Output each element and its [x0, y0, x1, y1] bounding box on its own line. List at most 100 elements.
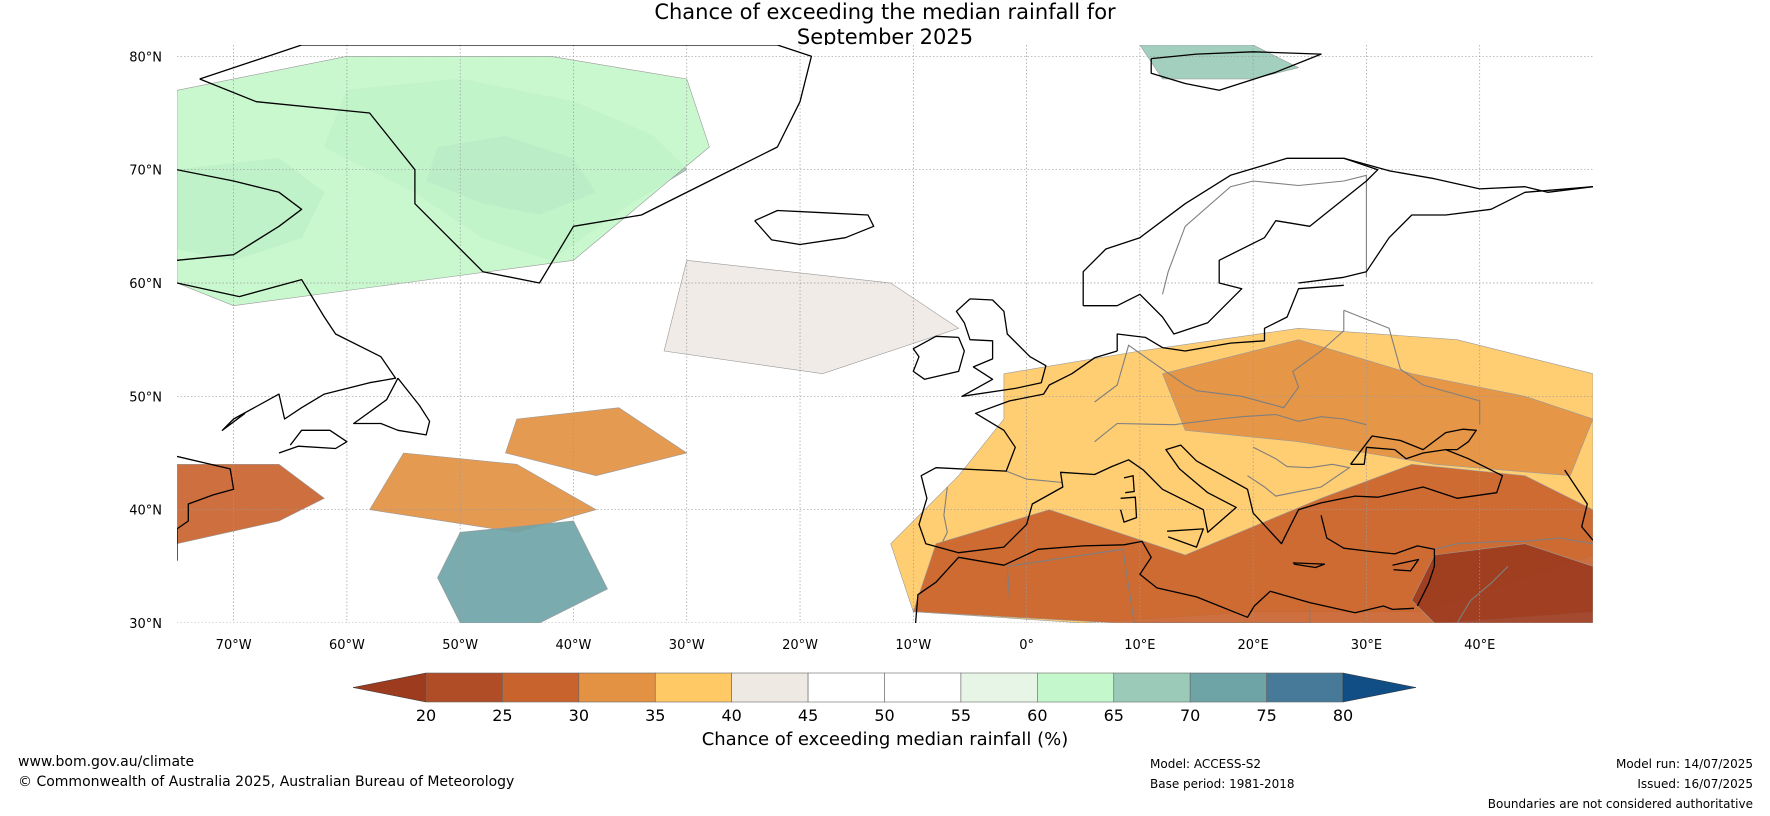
- lon-tick-label: 30°W: [669, 638, 705, 653]
- lon-tick-label: 10°E: [1124, 638, 1155, 653]
- footer-disclaimer: Boundaries are not considered authoritat…: [1487, 797, 1753, 811]
- border-eu-borders-3: [1247, 446, 1351, 497]
- colorbar-segment: [1266, 672, 1344, 703]
- coastline-north-africa: [914, 540, 1415, 623]
- coastline-us-coast: [177, 455, 235, 561]
- border-scand-borders: [1161, 174, 1367, 295]
- coastline-arctic-russia: [1343, 157, 1593, 193]
- colorbar-tick-label: 25: [492, 706, 512, 725]
- coastline-cyprus: [1392, 558, 1420, 572]
- colorbar-tick-label: 20: [416, 706, 436, 725]
- colorbar-segment: [502, 672, 580, 703]
- border-eu-borders-2: [1094, 310, 1345, 409]
- colorbar-tick-label: 70: [1180, 706, 1200, 725]
- axis-ticks: 80°N 70°N 60°N 50°N 40°N 30°N 70°W 60°W 50°W 40°W…: [129, 50, 1495, 653]
- border-eu-borders-5: [942, 486, 948, 542]
- region-middle-east-driest: [1411, 543, 1593, 623]
- colorbar-segment: [807, 672, 885, 703]
- border-eu-borders-1: [1094, 413, 1367, 443]
- coastline-great-britain: [955, 298, 1047, 397]
- lon-tick-label: 20°W: [782, 638, 818, 653]
- colorbar-tick-label: 80: [1333, 706, 1353, 725]
- colorbar-segment: [1037, 672, 1115, 703]
- region-atlantic-dry-1: [369, 452, 597, 533]
- coastline-labrador: [177, 278, 397, 431]
- lat-tick-label: 70°N: [129, 164, 162, 179]
- footer-model-run: Model run: 14/07/2025: [1615, 757, 1753, 771]
- coastlines: [177, 45, 1593, 623]
- colorbar-segment: [1113, 672, 1191, 703]
- region-us-east-dry: [177, 463, 325, 545]
- coastline-europe-mainland: [1116, 284, 1344, 352]
- footer-base-period: Base period: 1981-2018: [1150, 777, 1295, 791]
- region-atlantic-dry-2: [505, 407, 688, 477]
- colorbar-tick-label: 60: [1027, 706, 1047, 725]
- coastline-svalbard: [1150, 51, 1322, 91]
- colorbar-tick-label: 55: [951, 706, 971, 725]
- coastline-crete: [1292, 562, 1326, 569]
- lon-tick-label: 40°W: [556, 638, 592, 653]
- colorbar-segment: [1189, 672, 1267, 703]
- chart-title: Chance of exceeding the median rainfall …: [0, 0, 1770, 50]
- probability-fill-layer: [177, 45, 1593, 623]
- colorbar-tick-label: 50: [874, 706, 894, 725]
- border-mideast-borders-2: [1456, 565, 1509, 623]
- colorbar-segment: [654, 672, 732, 703]
- coastline-newfoundland: [353, 377, 431, 436]
- colorbar-segment: [425, 672, 503, 703]
- coastline-europe-west: [918, 350, 1504, 554]
- lat-tick-label: 30°N: [129, 617, 162, 632]
- colorbar-extend-low: [352, 672, 427, 703]
- region-svalbard-wet: [1139, 45, 1300, 80]
- lat-tick-label: 50°N: [129, 390, 162, 405]
- colorbar-tick-label: 75: [1256, 706, 1276, 725]
- lat-tick-label: 80°N: [129, 50, 162, 65]
- colorbar-segment: [578, 672, 656, 703]
- lon-tick-label: 40°E: [1464, 638, 1495, 653]
- coastline-caspian-west: [1564, 469, 1593, 541]
- colorbar-title: Chance of exceeding median rainfall (%): [702, 729, 1069, 750]
- coastline-sardinia: [1119, 496, 1138, 523]
- region-north-wet-band: [177, 55, 710, 307]
- colorbar-tick-label: 65: [1104, 706, 1124, 725]
- country-borders: [942, 174, 1593, 623]
- colorbar-segment: [884, 672, 962, 703]
- lon-tick-label: 30°E: [1351, 638, 1382, 653]
- lat-tick-label: 40°N: [129, 504, 162, 519]
- coastline-sicily: [1167, 528, 1204, 548]
- coastline-scandinavia: [1082, 157, 1379, 335]
- lon-tick-label: 20°E: [1238, 638, 1269, 653]
- footer-model: Model: ACCESS-S2: [1150, 757, 1262, 771]
- coastline-black-sea-north: [1350, 428, 1477, 465]
- coastline-north-america: [177, 169, 303, 261]
- coastline-corsica: [1123, 475, 1135, 494]
- colorbar-segment: [960, 672, 1038, 703]
- colorbar: 20 25 30 35 40 45 50 55 60 65 70 75 80: [352, 672, 1417, 725]
- coastline-greenland: [199, 45, 813, 284]
- coastline-nova-scotia: [278, 429, 348, 454]
- lon-tick-label: 60°W: [329, 638, 365, 653]
- border-eu-borders-4: [1005, 470, 1063, 484]
- lon-tick-label: 10°W: [895, 638, 931, 653]
- region-north-atlantic-grey: [663, 259, 960, 375]
- colorbar-tick-label: 35: [645, 706, 665, 725]
- footer-issued: Issued: 16/07/2025: [1637, 777, 1753, 791]
- colorbar-extend-high: [1342, 672, 1417, 703]
- border-ru-borders: [1343, 309, 1481, 425]
- coastline-ireland: [912, 335, 965, 380]
- title-line-1: Chance of exceeding the median rainfall …: [654, 0, 1116, 24]
- colorbar-segment: [731, 672, 809, 703]
- lon-tick-label: 70°W: [216, 638, 252, 653]
- footer-copyright: © Commonwealth of Australia 2025, Austra…: [18, 774, 515, 790]
- colorbar-tick-label: 30: [569, 706, 589, 725]
- lat-tick-label: 60°N: [129, 277, 162, 292]
- region-east-europe-dry: [1162, 339, 1593, 477]
- lon-tick-label: 50°W: [442, 638, 478, 653]
- border-mideast-borders: [1434, 537, 1593, 550]
- coastline-iceland: [754, 209, 875, 246]
- footer-url: www.bom.gov.au/climate: [18, 754, 195, 770]
- border-africa-borders: [1006, 548, 1311, 623]
- coastline-finland-russia: [1298, 186, 1593, 284]
- lon-tick-label: 0°: [1019, 638, 1034, 653]
